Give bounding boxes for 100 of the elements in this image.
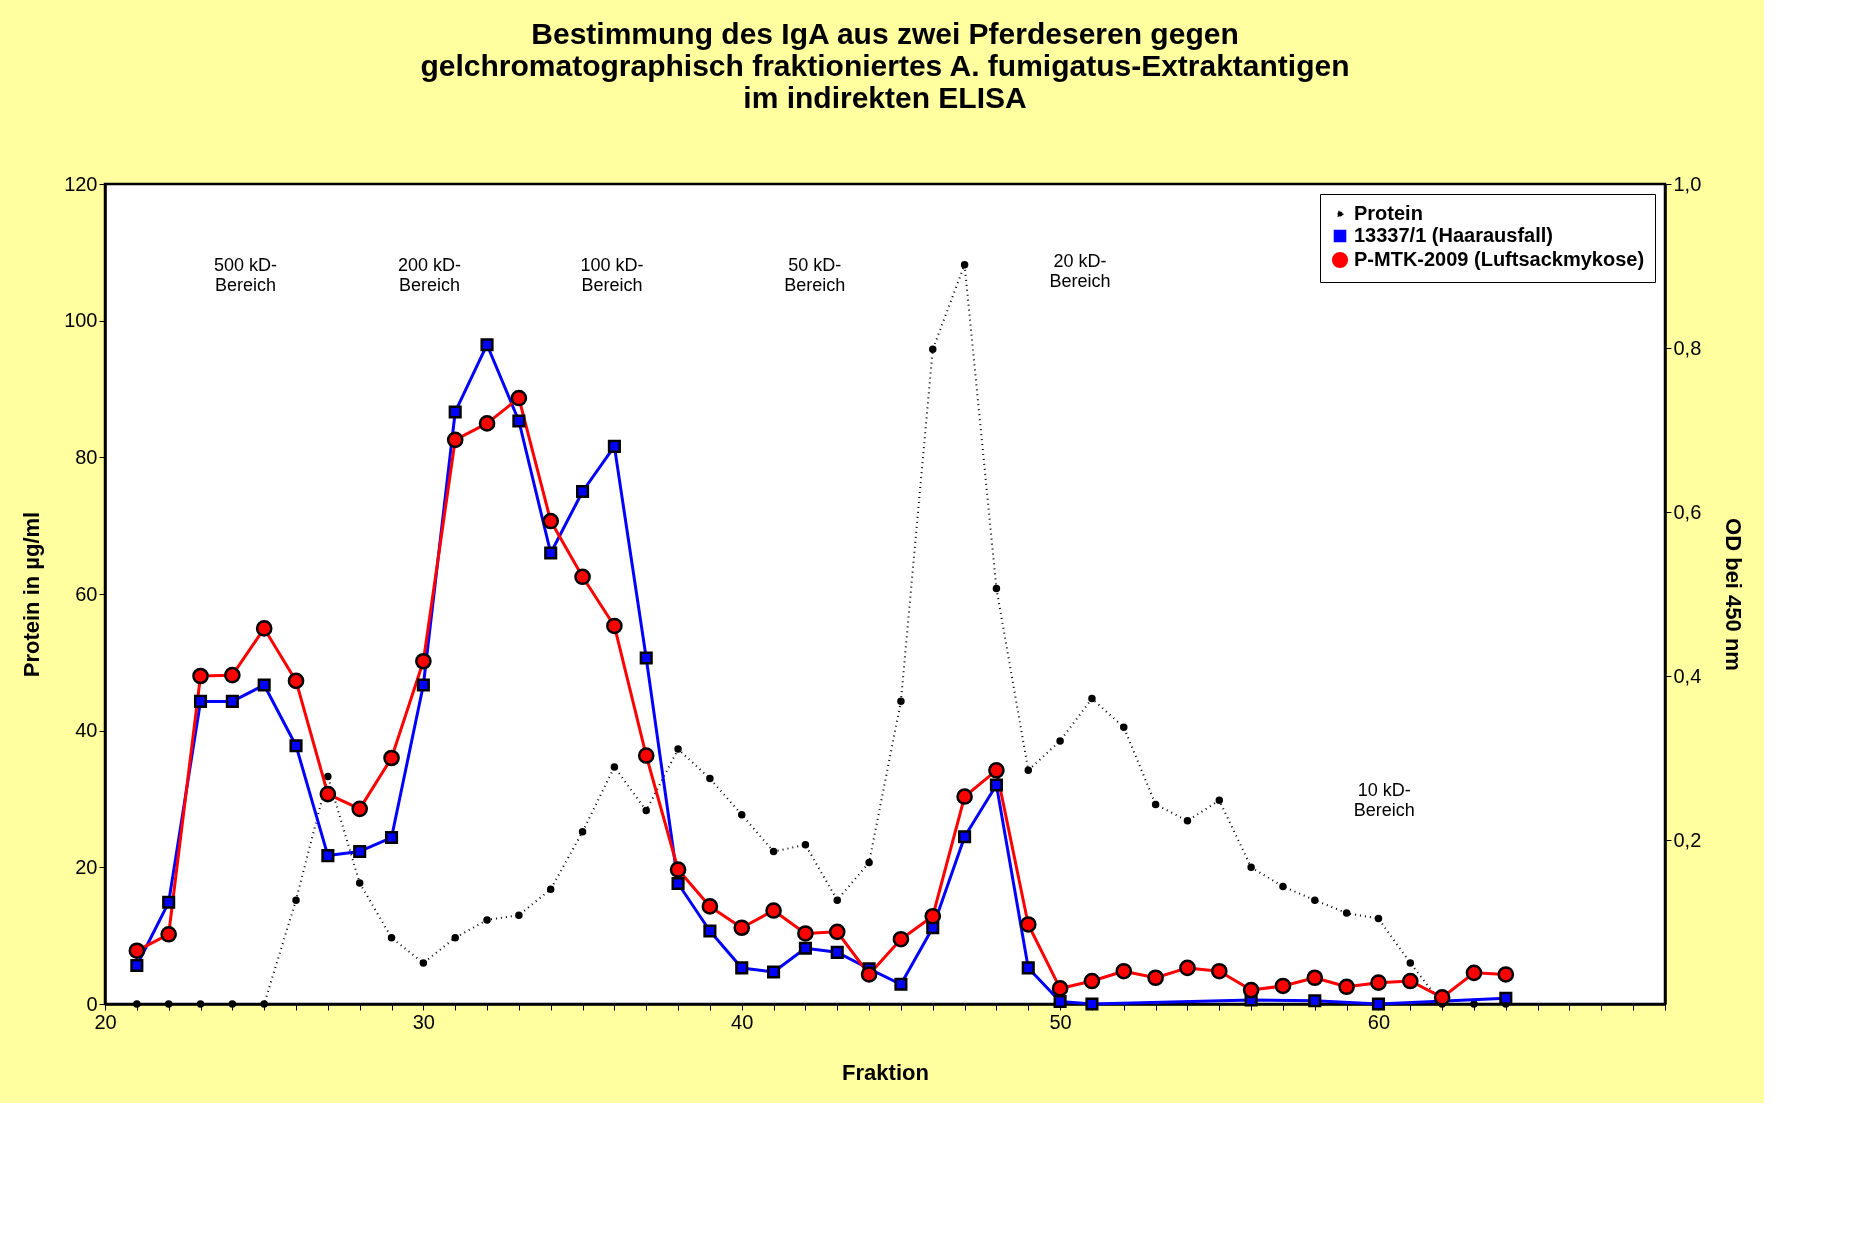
point [324, 772, 332, 781]
point [1120, 723, 1128, 731]
point [1083, 972, 1101, 990]
annotation: 200 kD- Bereich [397, 255, 461, 295]
point [130, 958, 144, 973]
point [988, 761, 1005, 779]
y-tick-label: 80 [75, 445, 98, 468]
point [1338, 978, 1355, 996]
point [353, 844, 367, 859]
point [637, 747, 655, 764]
point [1242, 981, 1260, 999]
point [989, 778, 1003, 792]
point [767, 965, 781, 979]
y-tick-label: 60 [75, 582, 98, 605]
y-tick-label: 40 [75, 719, 98, 742]
point [1147, 969, 1164, 987]
point [1210, 962, 1228, 980]
x-axis-title: Fraktion [842, 1059, 929, 1085]
point [287, 672, 305, 690]
point [196, 1000, 205, 1008]
point [451, 933, 459, 942]
point [703, 924, 717, 938]
x-tick-label: 30 [412, 1010, 435, 1033]
x-tick-label: 50 [1049, 1010, 1072, 1033]
point [355, 879, 364, 887]
point [706, 774, 714, 783]
point [1085, 997, 1099, 1011]
point [260, 1000, 268, 1008]
point [929, 345, 937, 354]
point [292, 896, 300, 904]
point [701, 898, 719, 915]
point [956, 788, 973, 805]
point [576, 484, 590, 499]
point [515, 911, 523, 919]
point [415, 652, 432, 670]
y-tick-label: 120 [64, 172, 98, 195]
x-tick-label: 60 [1367, 1010, 1391, 1033]
point [958, 830, 972, 844]
point [735, 961, 749, 975]
point [1183, 817, 1192, 825]
point [1342, 909, 1351, 917]
point [544, 546, 558, 560]
point [833, 896, 841, 904]
annotation: 10 kD- Bereich [1353, 779, 1415, 820]
point [639, 651, 653, 665]
point [257, 678, 271, 692]
point [737, 810, 746, 819]
point [546, 885, 555, 893]
legend-label: 13337/1 (Haarausfall) [1354, 224, 1554, 246]
point [578, 828, 587, 836]
point [1151, 800, 1160, 809]
point [164, 1000, 173, 1008]
point [192, 667, 209, 685]
point [1465, 964, 1483, 982]
point [1406, 959, 1415, 967]
legend-label: Protein [1354, 202, 1423, 224]
point [574, 568, 591, 586]
point [642, 806, 650, 815]
point [797, 925, 814, 942]
point [1019, 916, 1037, 933]
legend-label: P-MTK-2009 (Luftsackmykose) [1354, 248, 1645, 270]
point [1374, 914, 1383, 923]
point [446, 431, 464, 449]
point [225, 694, 239, 708]
x-tick-label: 40 [731, 1010, 754, 1033]
point [319, 785, 337, 803]
point [478, 415, 496, 432]
point [992, 584, 1001, 593]
y-tick-label: 100 [64, 309, 98, 332]
point [1115, 962, 1133, 980]
point [255, 620, 273, 637]
point [416, 678, 430, 692]
point [128, 942, 146, 960]
point [133, 1000, 141, 1008]
point [897, 697, 905, 706]
point [606, 617, 623, 635]
point [289, 739, 303, 753]
point [321, 849, 335, 863]
point [387, 933, 396, 942]
point [830, 945, 844, 959]
point [671, 876, 685, 891]
y2-axis-title: OD bei 450 nm [1721, 518, 1747, 671]
y-axis-title: Protein in µg/ml [19, 511, 45, 678]
point [228, 1000, 237, 1008]
annotation: 50 kD- Bereich [784, 255, 846, 295]
point [351, 800, 369, 818]
y2-tick-label: 0,8 [1673, 336, 1702, 359]
point [860, 966, 878, 983]
point [480, 338, 494, 352]
y2-tick-label: 0,4 [1673, 664, 1702, 687]
chart-title: Bestimmung des IgA aus zwei Pferdeseren gegen gelchromatographisch fraktioniertes A. fumigatus-Extraktantigen im indirekten ELISA [420, 17, 1350, 114]
point [193, 694, 208, 708]
point [1053, 994, 1067, 1009]
point [1247, 863, 1255, 872]
point [1051, 980, 1069, 997]
point [892, 930, 910, 948]
point [224, 666, 241, 684]
point [1306, 969, 1324, 987]
point [828, 923, 846, 941]
point [610, 763, 619, 771]
